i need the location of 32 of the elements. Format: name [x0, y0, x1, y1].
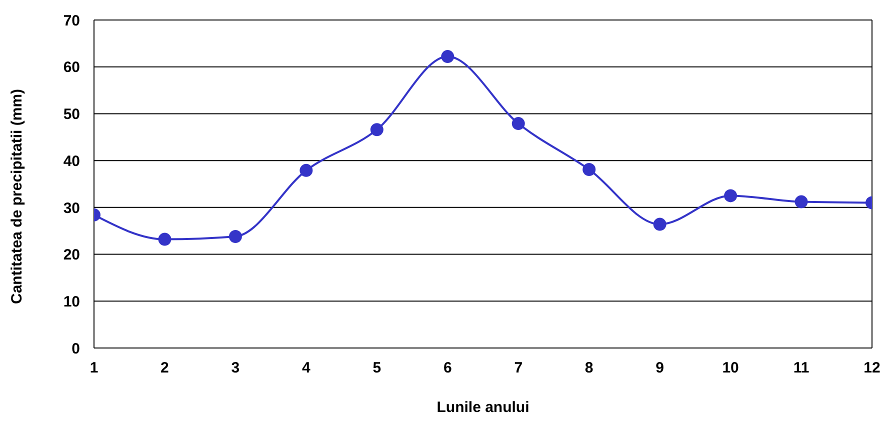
point [300, 164, 313, 177]
x-tick-label: 12 [864, 360, 880, 377]
x-tick-label: 9 [656, 360, 664, 377]
y-tick-label: 50 [63, 106, 80, 124]
x-tick-label: 2 [160, 360, 169, 377]
point [228, 230, 242, 243]
x-tick-label: 4 [302, 360, 312, 377]
y-tick-label: 0 [72, 340, 80, 358]
y-tick-label: 70 [63, 12, 80, 30]
x-tick-label: 6 [443, 360, 452, 377]
point [158, 232, 172, 246]
y-tick-label: 20 [63, 246, 80, 264]
x-axis-title: Lunile anului [436, 399, 530, 416]
y-tick-label: 30 [63, 200, 80, 217]
point [794, 195, 808, 208]
x-tick-label: 7 [514, 360, 523, 377]
x-tick-label: 5 [372, 360, 382, 377]
y-tick-label: 40 [63, 152, 80, 170]
x-tick-label: 8 [584, 360, 594, 377]
x-tick-label: 10 [722, 360, 739, 377]
point [653, 218, 666, 231]
point [441, 50, 454, 64]
point [724, 189, 738, 202]
y-axis-title: Cantitatea de precipitatii (mm) [8, 88, 26, 304]
x-tick-label: 3 [231, 360, 240, 377]
point [582, 162, 596, 176]
x-tick-label: 1 [90, 360, 98, 377]
y-tick-label: 10 [63, 293, 80, 310]
x-tick-label: 11 [793, 360, 810, 377]
y-tick-label: 60 [63, 59, 80, 76]
point [512, 117, 525, 130]
point [370, 123, 384, 136]
